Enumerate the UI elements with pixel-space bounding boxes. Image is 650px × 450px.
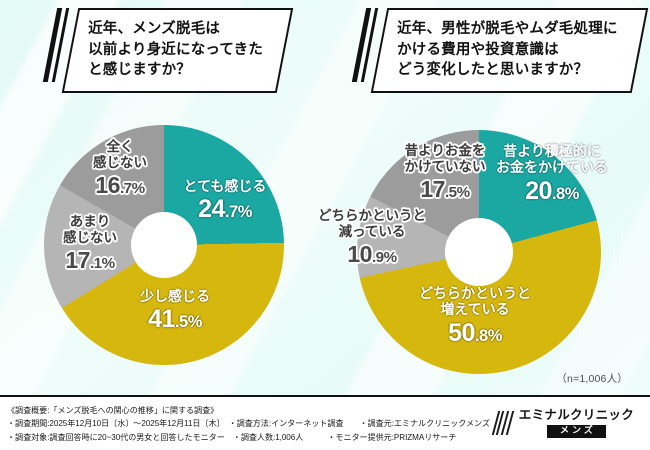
slice-label-c1-sukoshi: 少し感じる 41.5%	[110, 288, 240, 335]
slice-label-text-line1: どちらかというと	[318, 208, 426, 223]
slice-percent-int: 41	[148, 305, 175, 334]
logo-text: エミナルクリニック メンズ	[518, 407, 634, 439]
slice-label-c1-totemo: とても感じる 24.7%	[170, 178, 280, 225]
slice-percent-dec: .7%	[224, 203, 252, 222]
question-header-2: 近年、男性が脱毛やムダ毛処理に かける費用や投資意識は どう変化したと思いますか…	[351, 8, 648, 93]
logo-name: エミナルクリニック	[518, 407, 634, 422]
footer-bar: 《調査概要:「メンズ脱毛への関心の推移」に関する調査》 ・調査期間:2025年1…	[0, 395, 650, 450]
slice-label-percent: 10.9%	[314, 241, 430, 268]
slice-percent-dec: .5%	[174, 313, 202, 332]
slice-label-text-line1: どちらかというと	[419, 285, 531, 301]
slice-label-text-line1: 昔よりお金を	[404, 143, 486, 158]
sample-size-note: （n=1,006人）	[556, 373, 628, 385]
slice-label-text-line1: あまり	[69, 214, 111, 229]
slice-label-text-line1: 昔より積極的に	[503, 143, 601, 159]
slice-percent-dec: .8%	[551, 184, 579, 203]
survey-summary: 《調査概要:「メンズ脱毛への関心の推移」に関する調査》 ・調査期間:2025年1…	[0, 400, 495, 446]
survey-summary-line-3: ・調査対象:調査回答時に20~30代の男女と回答したモニター ・調査人数:1,0…	[7, 432, 457, 442]
slice-label-text-line2: 増えている	[440, 301, 510, 318]
survey-summary-line-2: ・調査期間:2025年12月10日〔水〕〜2025年12月11日〔木〕 ・調査方…	[7, 419, 490, 429]
slice-label-c2-fueteiru: どちらかというと 増えている 50.8%	[400, 285, 550, 348]
slice-label-percent: 24.7%	[170, 195, 280, 224]
slice-percent-int: 17	[65, 246, 90, 273]
slice-label-c2-sekkyoku: 昔より積極的に お金をかけている 20.8%	[482, 143, 622, 206]
slice-label-c1-amari: あまり 感じない 17.1%	[42, 214, 138, 273]
logo-stripes-icon	[491, 411, 515, 436]
slice-label-percent: 16.7%	[72, 172, 168, 199]
slice-percent-int: 20	[525, 176, 552, 205]
slice-label-percent: 20.8%	[482, 177, 622, 206]
brand-logo: エミナルクリニック メンズ	[491, 407, 650, 439]
donut-chart-2	[357, 130, 601, 374]
slice-percent-dec: .9%	[371, 248, 397, 266]
slice-percent-dec: .5%	[444, 183, 470, 201]
slice-label-c2-kaketeinai: 昔よりお金を かけていない 17.5%	[390, 143, 500, 202]
slice-label-percent: 50.8%	[400, 319, 550, 348]
slice-label-text-line2: 感じない	[93, 154, 147, 170]
donut-chart-1-hole	[131, 212, 197, 278]
slice-label-text: とても感じる	[183, 178, 267, 194]
question-header-2-box: 近年、男性が脱毛やムダ毛処理に かける費用や投資意識は どう変化したと思いますか…	[370, 8, 648, 93]
survey-summary-title: 《調査概要:「メンズ脱毛への関心の推移」に関する調査》	[7, 406, 219, 416]
slice-percent-dec: .1%	[89, 254, 115, 272]
question-header-1-box: 近年、メンズ脱毛は 以前より身近になってきた と感じますか？	[61, 8, 294, 93]
slice-label-c2-hetteiru: どちらかというと 減っている 10.9%	[314, 208, 430, 267]
slice-label-text-line2: お金をかけている	[496, 159, 608, 176]
slice-percent-dec: .7%	[119, 179, 145, 197]
question-2-line-1: 近年、男性が脱毛やムダ毛処理に	[397, 21, 618, 37]
question-2-line-3: どう変化したと思いますか？	[397, 62, 589, 79]
slice-label-text-line2: 減っている	[338, 223, 406, 239]
slice-percent-int: 10	[347, 240, 372, 267]
slice-label-text: 少し感じる	[140, 288, 210, 304]
question-1-line-3: と感じますか？	[88, 62, 192, 79]
slice-percent-int: 50	[448, 318, 475, 347]
donut-chart-1	[44, 125, 284, 365]
slice-percent-int: 16	[95, 171, 120, 198]
slice-label-c1-mattaku: 全く 感じない 16.7%	[72, 139, 168, 198]
slice-percent-int: 17	[420, 175, 445, 202]
question-1-line-2: 以前より身近になってきた	[88, 41, 264, 58]
slice-percent-dec: .8%	[474, 326, 502, 345]
slice-percent-int: 24	[198, 195, 225, 224]
donut-chart-2-hole	[445, 218, 513, 286]
question-2-line-2: かける費用や投資意識は	[397, 41, 559, 58]
question-header-1: 近年、メンズ脱毛は 以前より身近になってきた と感じますか？	[42, 8, 294, 93]
slice-label-percent: 41.5%	[110, 305, 240, 334]
slice-label-text-line2: かけていない	[404, 158, 486, 174]
logo-badge: メンズ	[546, 424, 606, 439]
slice-label-text-line2: 感じない	[63, 229, 117, 245]
slice-label-percent: 17.1%	[42, 247, 138, 274]
question-1-line-1: 近年、メンズ脱毛は	[88, 21, 221, 37]
slice-label-text-line1: 全く	[106, 139, 134, 154]
slice-label-percent: 17.5%	[390, 176, 500, 203]
